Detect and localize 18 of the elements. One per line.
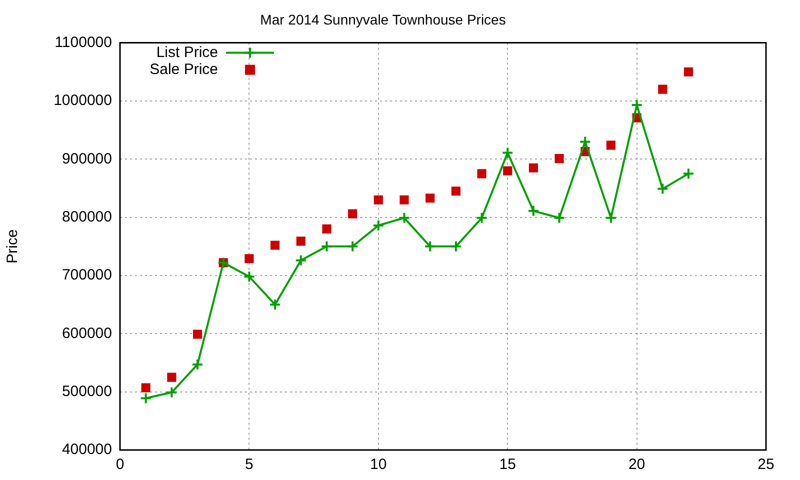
y-tick-label: 600000 <box>62 324 112 342</box>
x-tick-label: 10 <box>370 456 387 474</box>
x-tick-label: 15 <box>499 456 516 474</box>
y-tick-label: 700000 <box>62 266 112 284</box>
y-axis-title: Price <box>4 229 22 264</box>
y-tick-label: 800000 <box>62 208 112 226</box>
x-tick-label: 20 <box>628 456 646 474</box>
y-tick-label: 500000 <box>62 382 112 400</box>
y-tick-label: 400000 <box>62 441 112 458</box>
x-tick-label: 25 <box>758 456 774 474</box>
x-tick-label: 0 <box>116 456 124 474</box>
legend-label: List Price <box>156 44 218 61</box>
legend-label: Sale Price <box>150 60 218 78</box>
y-tick-label: 1000000 <box>54 92 112 110</box>
x-tick-label: 5 <box>245 456 254 474</box>
y-tick-label: 900000 <box>62 150 112 168</box>
chart-title: Mar 2014 Sunnyvale Townhouse Prices <box>260 11 506 28</box>
y-tick-label: 1100000 <box>54 34 112 51</box>
